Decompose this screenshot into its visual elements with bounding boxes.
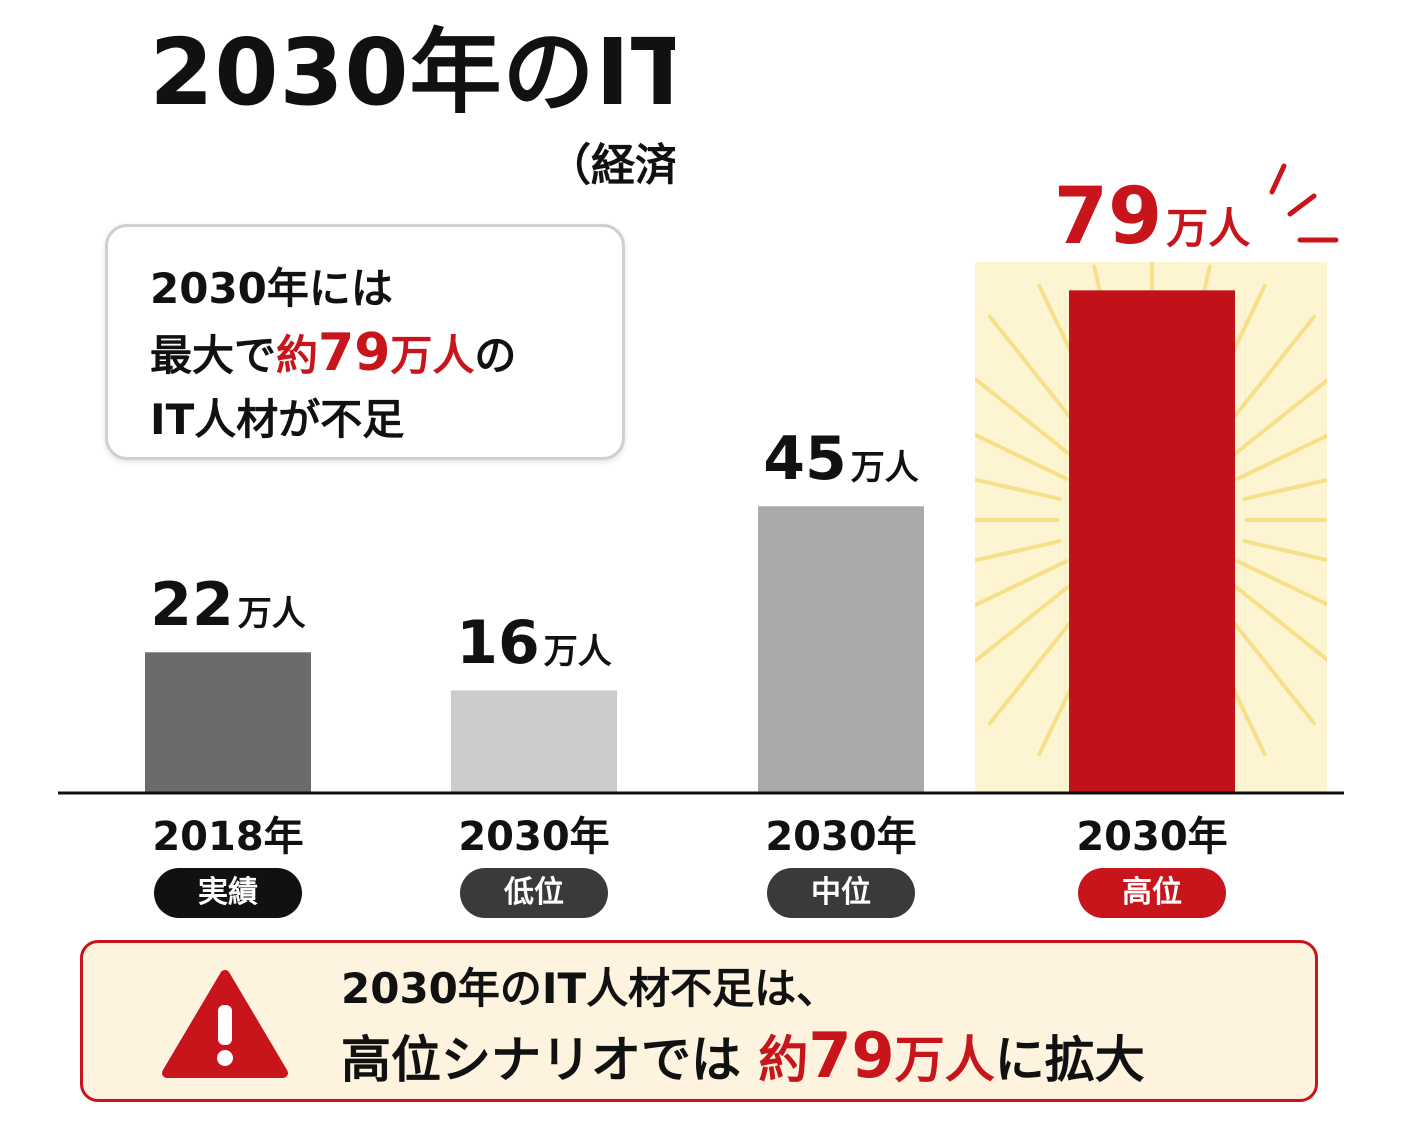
callout-line-2-pre: 最大で — [150, 331, 277, 380]
bar-value-label: 22 万人 — [98, 570, 358, 640]
callout-line-3: IT人材が不足 — [150, 395, 405, 444]
bar — [145, 652, 311, 792]
bar-unit: 万人 — [237, 594, 306, 635]
bar-value: 22 — [150, 570, 234, 641]
callout-line-1: 2030年には — [150, 264, 393, 313]
bar-value-label: 79万人 — [1022, 172, 1282, 262]
bar-value: 79 — [1053, 172, 1163, 263]
banner-highlight-prefix: 約 — [758, 1031, 809, 1089]
burst-line — [1287, 193, 1317, 217]
callout-box: 2030年には 最大で約79万人の IT人材が不足 — [105, 224, 625, 460]
burst-line — [1269, 163, 1287, 195]
bar-value-label: 45 万人 — [711, 424, 971, 494]
summary-banner: 2030年のIT人材不足は、 高位シナリオでは 約79万人に拡大 — [80, 940, 1318, 1102]
scenario-pill: 低位 — [460, 868, 608, 918]
banner-line-2-post: に拡大 — [994, 1031, 1145, 1089]
callout-highlight-number: 79 — [318, 323, 391, 383]
bar — [758, 506, 924, 792]
scenario-pill: 実績 — [154, 868, 302, 918]
callout-line-2-post: の — [474, 331, 517, 380]
bar-unit: 万人 — [1166, 204, 1251, 254]
bar — [451, 690, 617, 792]
banner-highlight-unit: 万人 — [894, 1031, 995, 1089]
callout-highlight-prefix: 約 — [276, 331, 319, 380]
banner-line-2-pre: 高位シナリオでは — [341, 1031, 759, 1089]
bar-value-label: 16 万人 — [404, 608, 664, 678]
category-label: 2018年 — [152, 814, 304, 860]
chart-area — [58, 0, 1402, 795]
ray-mask — [675, 0, 1402, 262]
bar — [1069, 290, 1235, 792]
warning-icon — [162, 970, 288, 1078]
ray-mask — [1327, 262, 1402, 792]
category-label: 2030年 — [1076, 814, 1228, 860]
category-label: 2030年 — [765, 814, 917, 860]
banner-line-1: 2030年のIT人材不足は、 — [341, 964, 839, 1013]
bar-unit: 万人 — [850, 448, 919, 489]
scenario-pill: 高位 — [1078, 868, 1226, 918]
banner-line-2: 高位シナリオでは 約79万人に拡大 — [341, 1023, 1145, 1093]
category-label: 2030年 — [458, 814, 610, 860]
scenario-pill: 中位 — [767, 868, 915, 918]
callout-highlight-unit: 万人 — [390, 331, 475, 380]
bar-unit: 万人 — [543, 632, 612, 673]
bar-value: 45 — [763, 424, 847, 495]
bar-value: 16 — [456, 608, 540, 679]
callout-line-2: 最大で約79万人の — [150, 321, 622, 388]
banner-highlight-number: 79 — [808, 1019, 895, 1092]
